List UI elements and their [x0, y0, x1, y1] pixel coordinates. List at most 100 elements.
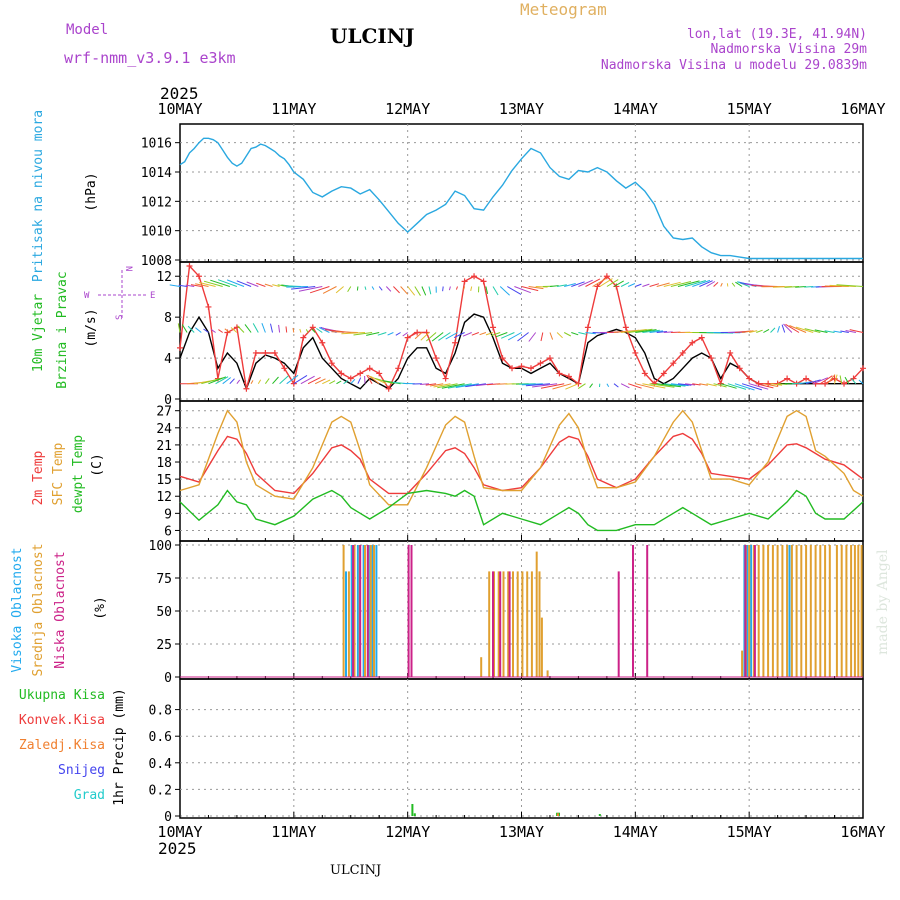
wind-panel: 0 4 8 12 — [156, 261, 866, 408]
bar — [819, 545, 822, 677]
gust-marker — [679, 349, 686, 356]
gust-marker — [860, 365, 866, 372]
wind-arrow — [286, 286, 309, 288]
wind-arrow — [264, 283, 273, 287]
year-top: 2025 — [160, 84, 199, 103]
bar — [850, 545, 853, 677]
bar — [790, 545, 793, 677]
wind-arrow — [684, 280, 706, 287]
wind-arrow — [408, 332, 416, 338]
wind-arrow — [564, 283, 576, 287]
gust-marker — [414, 329, 421, 336]
watermark: made by Angel — [875, 549, 891, 655]
wind-arrow — [507, 286, 522, 295]
series-line — [179, 137, 863, 260]
model-name: wrf-nmm_v3.9.1 e3km — [64, 49, 236, 67]
wind-arrow — [735, 281, 743, 287]
y-tick-label: 50 — [156, 605, 172, 620]
gust-marker — [622, 324, 629, 331]
wind-arrow — [425, 332, 437, 342]
wind-arrow — [311, 328, 316, 333]
gust-marker — [480, 278, 487, 285]
wind-arrow — [177, 323, 181, 333]
pressure-unit: (hPa) — [84, 172, 99, 211]
wind-arrow — [407, 286, 416, 296]
wind-arrow — [485, 286, 489, 295]
bar — [788, 545, 791, 677]
gust-marker — [670, 360, 677, 367]
wind-arrow — [540, 383, 565, 389]
bar — [502, 571, 505, 677]
gust-marker — [366, 365, 373, 372]
wind-arrow — [307, 376, 321, 385]
wind-arrow — [677, 280, 700, 287]
wind-arrow — [270, 323, 273, 333]
model-elevation-text: Nadmorska Visina u modelu 29.0839m — [601, 58, 867, 73]
cloud-panel: 0 25 50 75 100 — [149, 539, 864, 686]
wind-arrow — [620, 383, 630, 389]
bar — [805, 545, 808, 677]
wind-arrow — [785, 323, 800, 333]
wind-arrow — [585, 332, 596, 335]
gust-marker — [841, 380, 848, 387]
wind-arrow — [549, 332, 554, 340]
wind-arrow — [500, 332, 515, 339]
wind-arrow — [453, 332, 465, 339]
wind-arrow — [261, 323, 266, 333]
panel-frame — [179, 678, 864, 819]
wind-arrow — [620, 281, 630, 287]
bar — [776, 545, 779, 677]
wind-arrow — [210, 279, 230, 287]
wind-arrow — [215, 376, 229, 385]
wind-arrow — [491, 332, 501, 337]
wind-arrow — [592, 277, 607, 287]
compass-e: E — [150, 291, 155, 301]
wind-arrow — [578, 279, 593, 287]
wind-arrow — [470, 286, 473, 292]
y-tick-label: 100 — [149, 539, 172, 554]
gust-marker — [328, 360, 335, 367]
temp-unit: (C) — [90, 453, 105, 476]
bar — [828, 545, 831, 677]
wind-arrow — [571, 281, 585, 287]
bar — [824, 545, 827, 677]
wind-arrow — [699, 280, 713, 287]
gust-marker — [252, 349, 259, 356]
wind-arrow — [465, 383, 486, 388]
gust-marker — [338, 370, 345, 377]
wind-arrow — [784, 286, 800, 288]
wind-arrow — [741, 383, 763, 391]
compass-w: W — [84, 291, 90, 301]
y-tick-label: 1012 — [141, 195, 172, 210]
wind-arrow — [367, 374, 380, 385]
wind-arrow — [471, 332, 479, 336]
wind-arrow — [279, 375, 289, 385]
wind-arrow — [366, 332, 380, 336]
bar — [750, 545, 753, 677]
wind-arrow — [589, 383, 593, 389]
bar — [748, 545, 751, 677]
wind-arrow — [252, 323, 259, 333]
bar — [746, 545, 749, 677]
gust-marker — [357, 370, 364, 377]
wind-arrow — [514, 286, 531, 294]
y-tick-label: 0.2 — [149, 783, 172, 798]
wind-arrow — [731, 282, 736, 287]
wind-arrow — [331, 331, 358, 333]
wind-arrow — [781, 324, 786, 333]
wind-arrow — [535, 286, 548, 288]
bar — [347, 571, 350, 677]
wind-arrow — [706, 281, 716, 287]
wind-arrow — [462, 332, 472, 337]
bar — [411, 804, 414, 816]
wind-arrow — [203, 328, 209, 333]
wind-arrow — [777, 383, 788, 385]
wind-arrow — [540, 332, 544, 342]
wind-arrow — [385, 286, 392, 292]
wind-arrow — [217, 279, 238, 287]
bar — [499, 571, 502, 677]
gust-marker — [243, 385, 250, 392]
wind-arrow — [720, 282, 723, 287]
station-title: ULCINJ — [330, 24, 415, 48]
side-labels: Pritisak na nivou mora (hPa) 10m Vjetar … — [10, 110, 155, 806]
